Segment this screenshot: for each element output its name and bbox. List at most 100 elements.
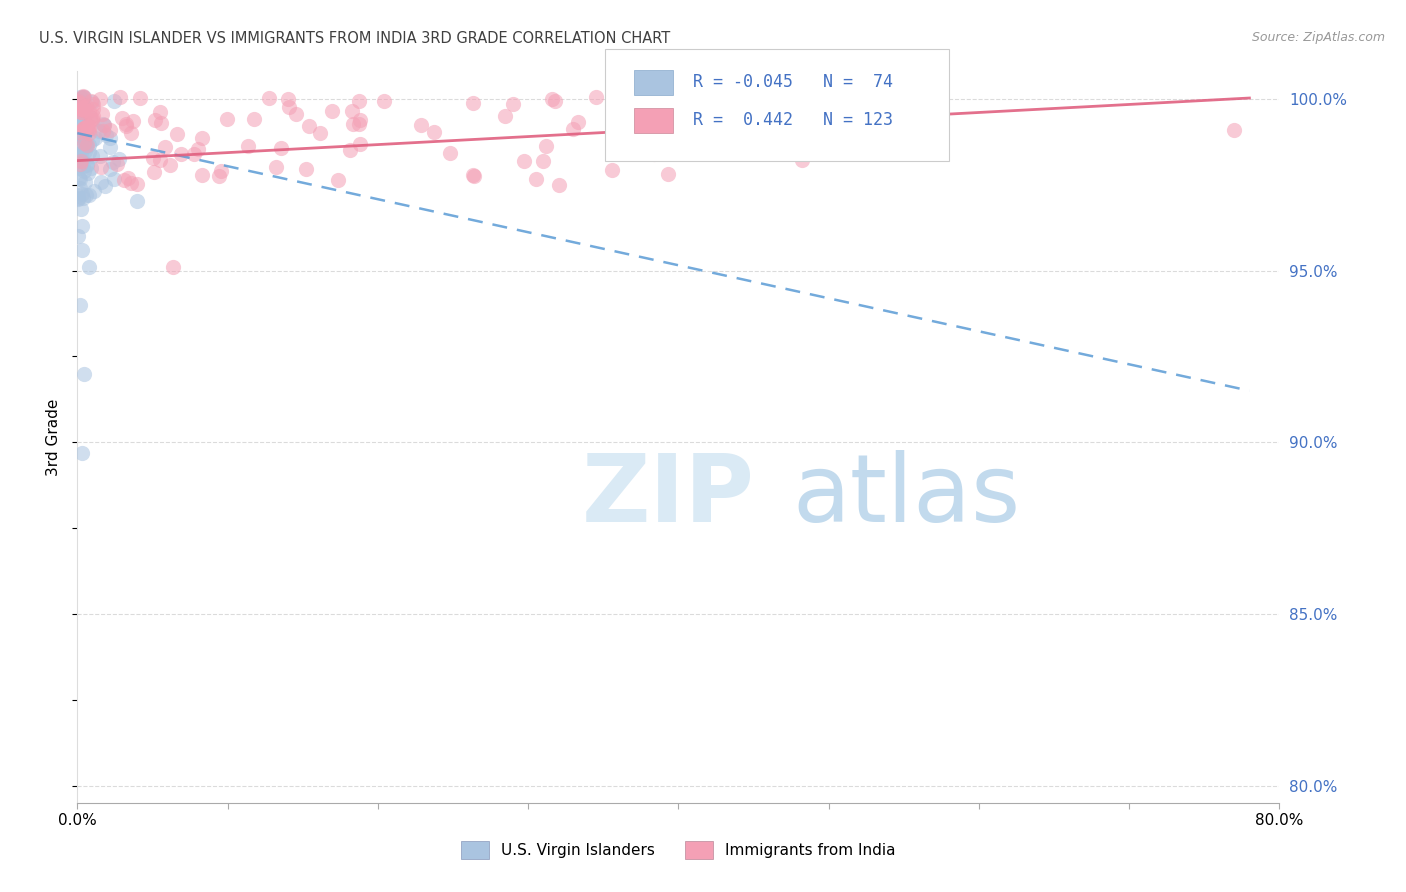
Point (349, 117, 371, 131)
Point (73, 175, 96, 189)
Point (70, 445, 93, 459)
Point (72, 103, 94, 117)
Point (112, 173, 135, 187)
Point (270, 141, 292, 155)
Point (69, 171, 91, 186)
Point (73, 164, 96, 178)
Point (108, 90, 131, 104)
Point (69, 202, 91, 216)
Point (585, 90, 607, 104)
Point (82, 97, 104, 112)
Point (284, 106, 307, 120)
Point (69, 147, 91, 161)
Point (127, 177, 149, 191)
Point (105, 157, 128, 171)
Point (84, 131, 107, 145)
Point (69, 154, 91, 169)
Point (67, 95, 90, 110)
Point (70, 102, 93, 116)
Point (209, 164, 232, 178)
Point (80, 113, 103, 128)
Point (411, 118, 433, 132)
Point (373, 94, 395, 108)
Point (91, 106, 114, 120)
Text: ZIP: ZIP (582, 450, 755, 541)
Point (94, 178, 117, 193)
Point (120, 176, 142, 190)
Point (541, 92, 564, 106)
Point (103, 155, 125, 169)
Point (153, 140, 176, 154)
Point (143, 165, 166, 179)
Point (309, 126, 332, 140)
Point (187, 142, 209, 156)
Point (82, 148, 104, 162)
Point (1223, 123, 1246, 137)
Point (90, 175, 112, 189)
Point (67, 170, 90, 185)
Point (72, 102, 94, 116)
Point (70, 136, 93, 151)
Point (73, 121, 96, 136)
Point (183, 147, 205, 161)
Point (73, 144, 96, 158)
Point (70, 187, 93, 202)
Point (69, 298, 91, 312)
Point (166, 127, 188, 141)
Point (321, 103, 343, 118)
Point (79, 138, 101, 153)
Point (67, 161, 90, 175)
Point (67, 94, 90, 108)
Point (814, 95, 837, 109)
Point (238, 139, 260, 153)
Point (70, 95, 93, 109)
Point (295, 161, 318, 176)
Point (148, 153, 170, 168)
Point (73, 113, 96, 128)
Point (67, 191, 90, 205)
Point (73, 121, 96, 136)
Point (277, 92, 299, 106)
Point (142, 151, 165, 165)
Point (669, 90, 692, 104)
Point (72, 122, 94, 136)
Point (544, 94, 567, 108)
Point (72, 89, 94, 103)
Text: R =  0.442   N = 123: R = 0.442 N = 123 (693, 112, 893, 129)
Point (70, 243, 93, 257)
Point (72, 99, 94, 113)
Point (342, 117, 364, 131)
Point (127, 194, 149, 208)
Text: atlas: atlas (793, 450, 1021, 541)
Point (98, 131, 121, 145)
Point (100, 162, 122, 177)
Point (93, 118, 115, 132)
Point (114, 119, 136, 133)
Text: U.S. VIRGIN ISLANDER VS IMMIGRANTS FROM INDIA 3RD GRADE CORRELATION CHART: U.S. VIRGIN ISLANDER VS IMMIGRANTS FROM … (39, 31, 671, 46)
Point (76, 158, 98, 172)
Point (70, 104, 93, 119)
Point (93, 118, 115, 132)
Point (67, 149, 90, 163)
Point (349, 136, 371, 151)
Point (149, 105, 172, 120)
Point (80, 161, 103, 175)
Point (349, 95, 371, 109)
Point (76, 157, 98, 171)
Point (98, 140, 121, 154)
Point (745, 119, 768, 133)
Point (606, 119, 628, 133)
Point (72, 100, 94, 114)
Point (72, 90, 94, 104)
Point (278, 100, 301, 114)
Point (72, 159, 94, 173)
Point (494, 109, 516, 123)
Point (91, 124, 114, 138)
Point (72, 89, 94, 103)
Point (76, 119, 98, 133)
Legend: U.S. Virgin Islanders, Immigrants from India: U.S. Virgin Islanders, Immigrants from I… (456, 835, 901, 864)
Point (208, 169, 231, 183)
Point (75, 139, 97, 153)
Point (91, 117, 114, 131)
Point (349, 113, 371, 128)
